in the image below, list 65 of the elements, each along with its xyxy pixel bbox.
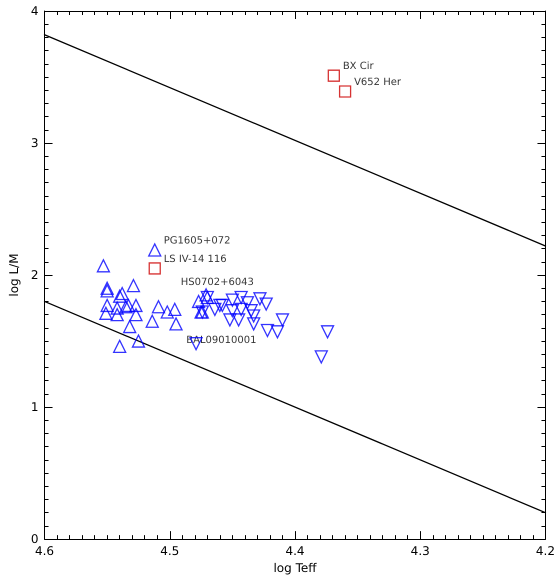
y-tick-label: 4 xyxy=(30,4,39,18)
point xyxy=(100,298,114,312)
point xyxy=(240,296,254,310)
point xyxy=(100,282,114,295)
point xyxy=(260,324,274,338)
x-tick-label: 4.4 xyxy=(285,544,305,558)
point xyxy=(169,317,183,331)
point xyxy=(226,293,240,307)
point xyxy=(192,294,206,308)
point xyxy=(247,317,260,331)
x-axis-title: log Teff xyxy=(273,561,318,575)
y-axis-title: log L/M xyxy=(7,253,21,297)
annotation: PG1605+072 xyxy=(164,235,230,246)
point xyxy=(100,284,114,298)
point xyxy=(123,320,136,334)
point xyxy=(260,297,273,311)
point xyxy=(338,85,352,98)
point xyxy=(132,334,146,348)
point xyxy=(223,313,237,327)
point xyxy=(234,290,248,304)
point xyxy=(148,262,161,275)
point xyxy=(129,308,143,322)
x-tick-label: 4.5 xyxy=(160,544,180,558)
point xyxy=(122,298,136,312)
point xyxy=(148,243,162,257)
point xyxy=(208,302,222,316)
point xyxy=(113,340,126,353)
point xyxy=(234,302,248,316)
annotation: HS0702+6043 xyxy=(180,276,254,288)
annotation: BX Cir xyxy=(342,61,374,72)
x-tick-label: 4.2 xyxy=(536,544,556,558)
point xyxy=(216,298,230,312)
x-tick-label: 4.6 xyxy=(34,544,54,558)
point xyxy=(146,314,159,328)
point xyxy=(314,350,328,364)
point xyxy=(247,309,260,323)
annotation: V652 Her xyxy=(354,77,402,88)
point xyxy=(320,325,334,338)
point xyxy=(168,302,182,316)
point xyxy=(276,313,290,327)
point xyxy=(119,300,133,314)
point xyxy=(110,308,124,322)
y-tick-label: 1 xyxy=(30,400,39,414)
point xyxy=(160,305,174,319)
y-tick-label: 3 xyxy=(30,136,39,150)
y-tick-label: 0 xyxy=(30,532,39,546)
point xyxy=(152,300,166,314)
point xyxy=(116,286,129,300)
point xyxy=(328,70,340,82)
point xyxy=(110,301,124,315)
y-tick-label: 2 xyxy=(30,268,39,282)
point xyxy=(226,304,240,318)
point xyxy=(129,298,143,312)
annotation: LS IV-14 116 xyxy=(164,254,227,265)
point xyxy=(270,325,284,338)
point xyxy=(213,298,227,312)
point xyxy=(199,288,213,302)
point xyxy=(253,292,267,306)
point xyxy=(126,278,140,292)
point xyxy=(232,313,246,327)
point xyxy=(113,290,126,303)
x-tick-label: 4.3 xyxy=(410,544,430,558)
point xyxy=(99,306,113,320)
point xyxy=(96,259,110,272)
point xyxy=(244,304,258,318)
